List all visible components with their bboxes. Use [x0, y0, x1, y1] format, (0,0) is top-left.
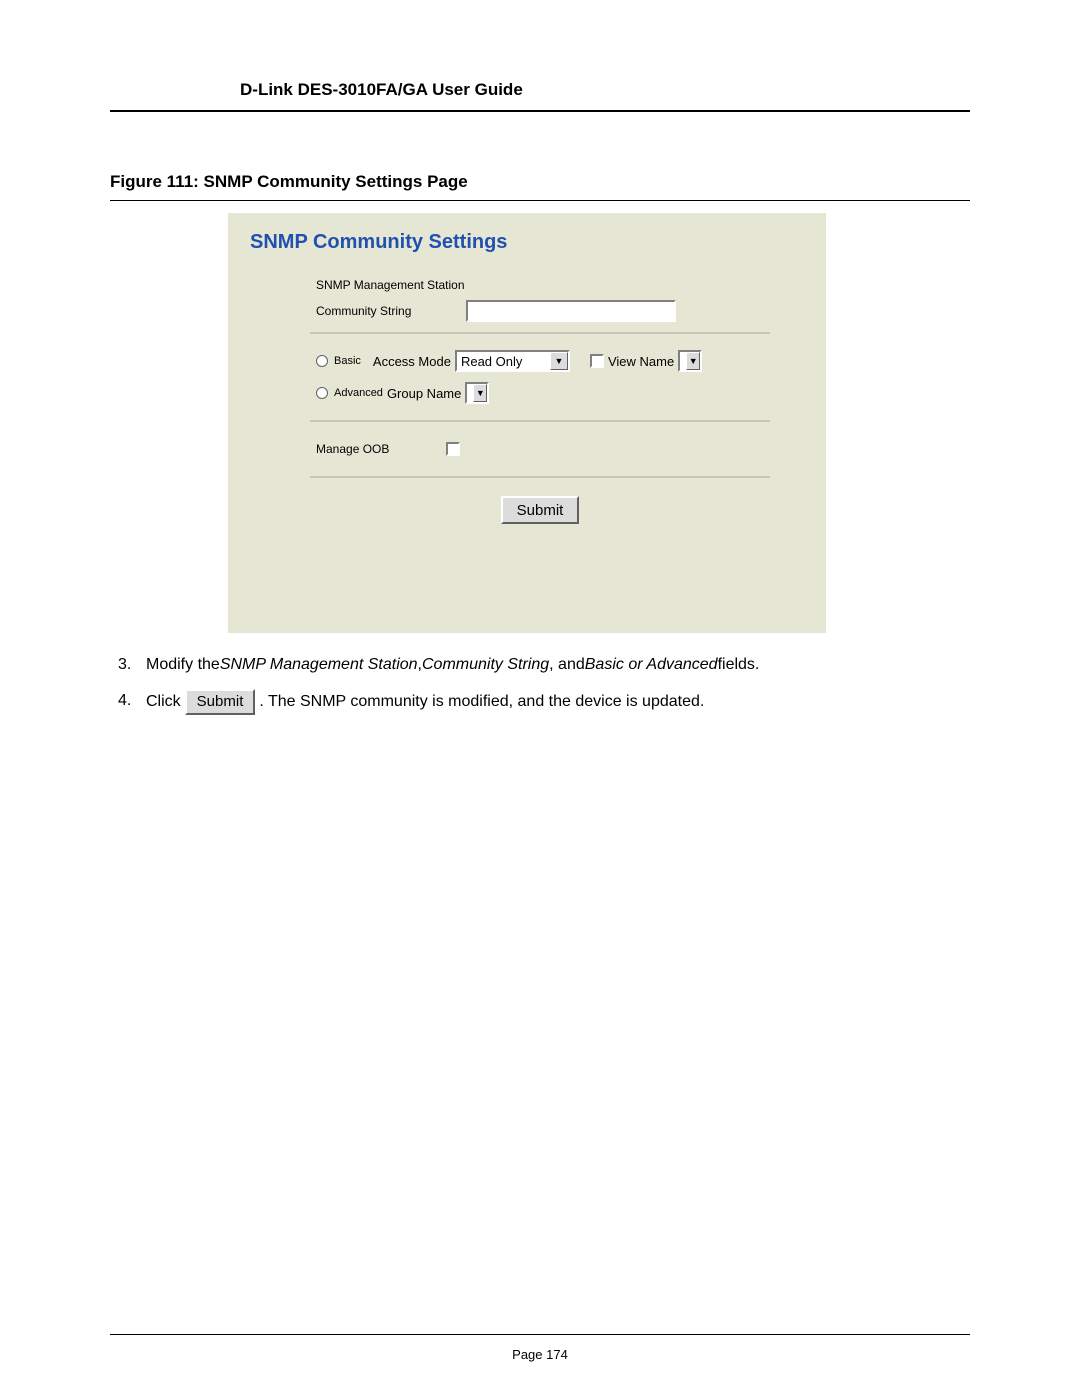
step-3-em3: Basic or Advanced	[585, 653, 718, 677]
row-basic: Basic Access Mode Read Only ▼ View Name …	[316, 348, 764, 374]
group-name-label: Group Name	[387, 386, 461, 401]
section-oob: Manage OOB	[310, 422, 770, 478]
header-rule	[110, 110, 970, 112]
access-mode-value: Read Only	[461, 354, 548, 369]
mgmt-station-label: SNMP Management Station	[316, 278, 466, 292]
figure-rule	[110, 200, 970, 201]
group-name-dropdown[interactable]: ▼	[465, 382, 489, 404]
row-community-string: Community String	[316, 298, 764, 324]
community-string-label: Community String	[316, 304, 466, 318]
inline-submit-button: Submit	[185, 689, 256, 715]
step-4-post: . The SNMP community is modified, and th…	[259, 690, 704, 714]
step-3: 3. Modify the SNMP Management Station , …	[118, 653, 970, 677]
row-manage-oob: Manage OOB	[316, 436, 764, 462]
manage-oob-label: Manage OOB	[316, 442, 446, 456]
advanced-radio-label: Advanced	[334, 387, 383, 399]
panel-form: SNMP Management Station Community String…	[310, 264, 770, 524]
step-3-em1: SNMP Management Station	[220, 653, 418, 677]
section-mode: Basic Access Mode Read Only ▼ View Name …	[310, 334, 770, 422]
step-3-em2: Community String	[422, 653, 549, 677]
step-3-sep2: , and	[549, 653, 585, 677]
step-3-text: Modify the SNMP Management Station , Com…	[146, 653, 970, 677]
row-advanced: Advanced Group Name ▼	[316, 380, 764, 406]
advanced-radio[interactable]	[316, 387, 328, 399]
chevron-down-icon: ▼	[473, 384, 487, 402]
view-name-label: View Name	[608, 354, 674, 369]
figure-caption: Figure 111: SNMP Community Settings Page	[110, 172, 970, 192]
access-mode-label: Access Mode	[373, 354, 451, 369]
community-string-input[interactable]	[466, 300, 676, 322]
step-4: 4. Click Submit . The SNMP community is …	[118, 689, 970, 715]
chevron-down-icon: ▼	[686, 352, 700, 370]
page-header-title: D-Link DES-3010FA/GA User Guide	[240, 80, 970, 100]
row-mgmt-station: SNMP Management Station	[316, 272, 764, 298]
submit-button[interactable]: Submit	[501, 496, 580, 524]
manage-oob-checkbox[interactable]	[446, 442, 460, 456]
step-3-post: fields.	[718, 653, 760, 677]
step-4-num: 4.	[118, 689, 146, 715]
view-name-dropdown[interactable]: ▼	[678, 350, 702, 372]
step-3-num: 3.	[118, 653, 146, 677]
page-footer: Page 174	[110, 1334, 970, 1362]
footer-rule	[110, 1334, 970, 1335]
view-name-checkbox[interactable]	[590, 354, 604, 368]
step-4-pre: Click	[146, 690, 181, 714]
panel-title: SNMP Community Settings	[250, 231, 804, 254]
section-station: SNMP Management Station Community String	[310, 264, 770, 334]
chevron-down-icon: ▼	[550, 352, 568, 370]
page-number: Page 174	[110, 1347, 970, 1362]
instruction-list: 3. Modify the SNMP Management Station , …	[118, 653, 970, 715]
submit-row: Submit	[310, 496, 770, 524]
basic-radio[interactable]	[316, 355, 328, 367]
access-mode-dropdown[interactable]: Read Only ▼	[455, 350, 570, 372]
snmp-settings-screenshot: SNMP Community Settings SNMP Management …	[228, 213, 826, 633]
basic-radio-label: Basic	[334, 355, 361, 367]
step-4-text: Click Submit . The SNMP community is mod…	[146, 689, 970, 715]
step-3-pre: Modify the	[146, 653, 220, 677]
